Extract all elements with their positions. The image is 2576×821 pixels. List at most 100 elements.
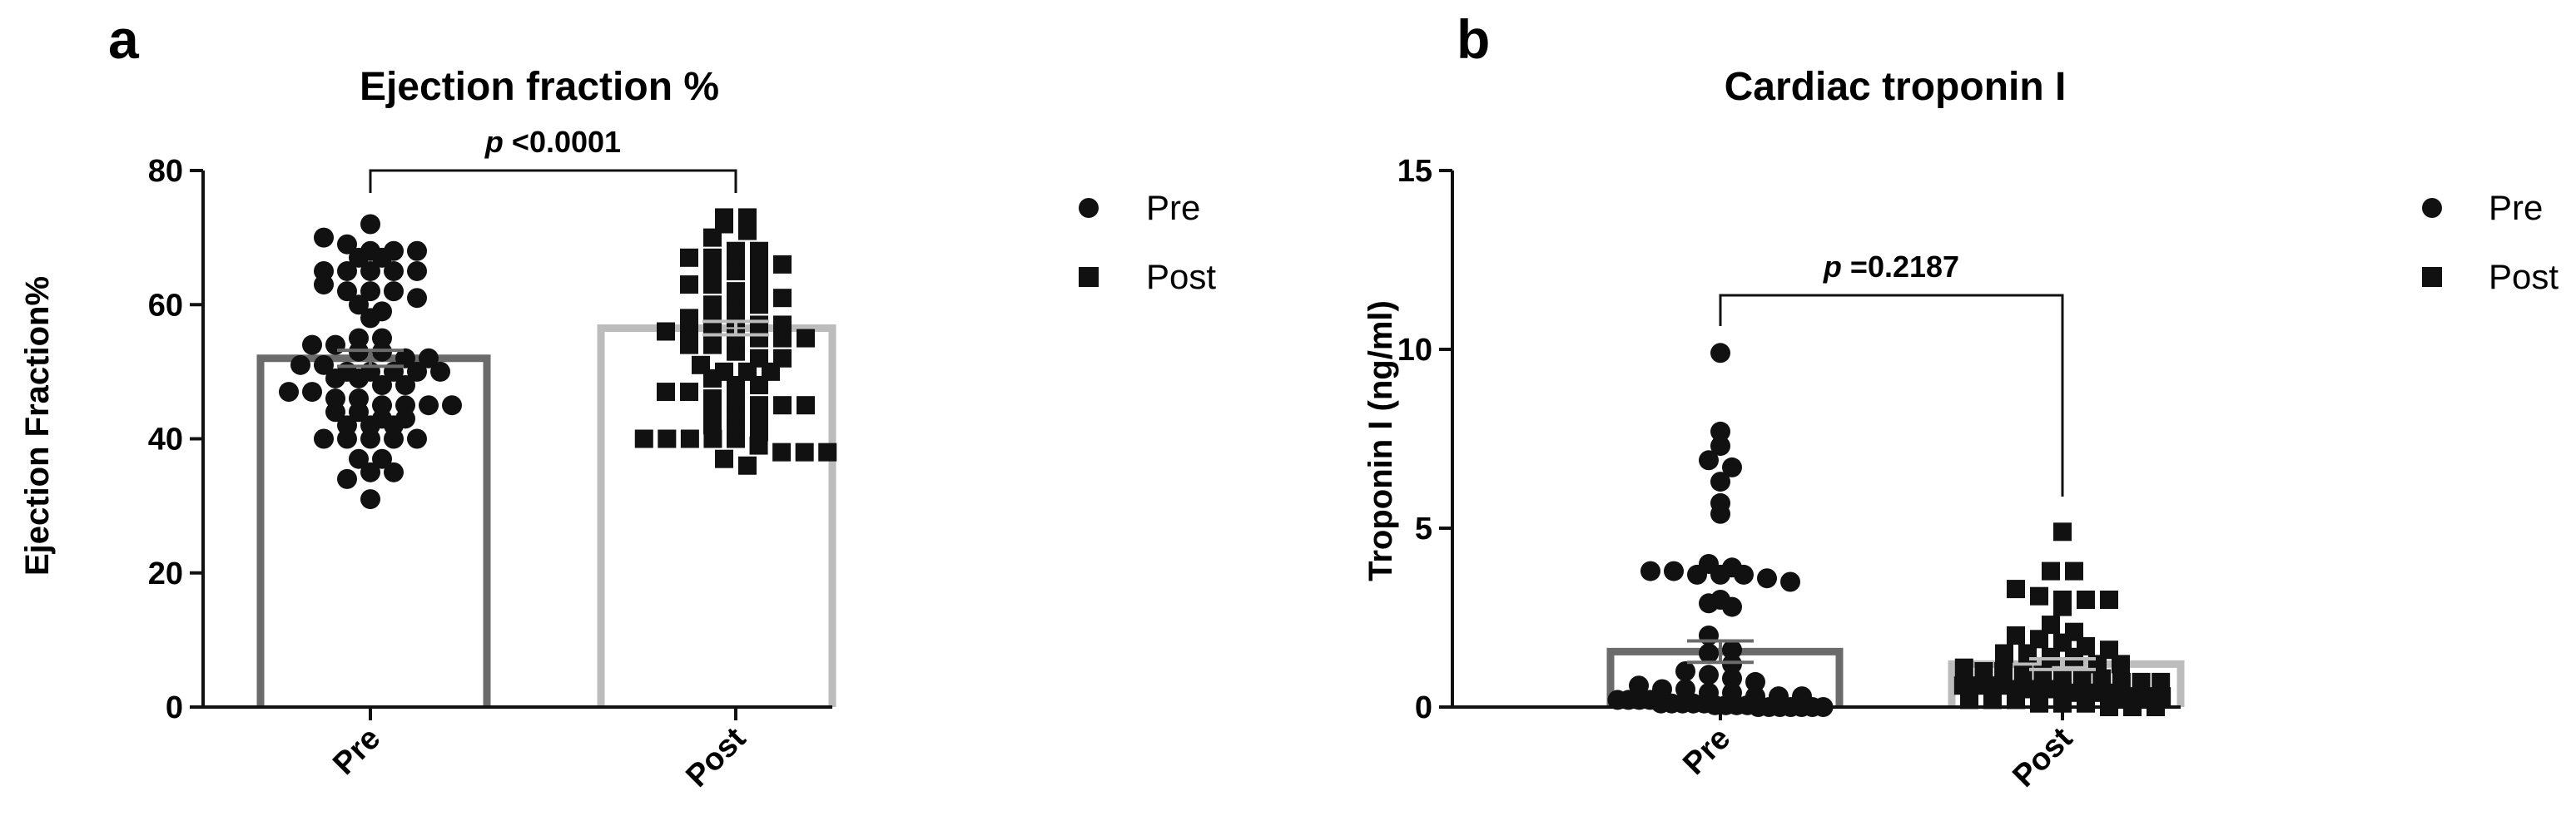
point-pre-b (1769, 686, 1789, 707)
point-pre-a (337, 468, 357, 489)
point-pre-a (384, 281, 404, 302)
panel-letter-a: a (108, 8, 140, 70)
y-axis-title-a: Ejection Fraction% (19, 276, 56, 576)
point-post-b (1994, 662, 2013, 680)
point-post-a (680, 309, 698, 328)
point-pre-a (407, 288, 427, 309)
point-pre-a (349, 448, 369, 469)
point-pre-a (337, 234, 357, 255)
point-post-a (773, 289, 792, 308)
point-pre-b (1652, 679, 1672, 700)
point-post-b (2152, 687, 2171, 706)
significance-bracket-b (1719, 294, 2064, 497)
point-pre-a (314, 354, 334, 375)
point-post-b (2013, 665, 2033, 685)
y-tick-label-a: 80 (148, 154, 183, 189)
point-pre-a (302, 334, 322, 355)
point-pre-a (395, 348, 415, 368)
chart-title-b: Cardiac troponin I (1725, 65, 2067, 109)
point-post-a (773, 396, 792, 415)
point-post-b (2132, 672, 2151, 691)
point-pre-a (360, 240, 380, 261)
point-pre-a (314, 227, 334, 248)
point-post-a (680, 429, 699, 448)
point-post-a (715, 208, 733, 227)
legend-label-post-b: Post (2489, 257, 2559, 296)
point-pre-b (1792, 686, 1812, 707)
point-post-b (2072, 669, 2092, 688)
point-pre-a (360, 462, 380, 482)
point-post-a (703, 248, 722, 267)
x-tick-label-pre-a: Pre (326, 721, 387, 782)
point-pre-b (1640, 561, 1660, 581)
point-pre-a (372, 395, 392, 416)
point-pre-b (1699, 643, 1719, 664)
point-pre-a (325, 388, 345, 409)
point-pre-b (1757, 568, 1777, 589)
point-pre-a (337, 281, 357, 302)
p-value-b: p =0.2187 (1823, 250, 1959, 284)
point-post-a (657, 383, 675, 402)
point-pre-a (384, 260, 404, 281)
point-pre-b (1629, 675, 1649, 696)
point-post-a (657, 322, 675, 341)
point-pre-a (290, 354, 310, 375)
panel-letter-b: b (1457, 8, 1490, 70)
point-post-a (715, 362, 733, 381)
point-post-a (750, 241, 768, 260)
point-post-b (1954, 658, 1973, 677)
legend-marker-post-a (1079, 267, 1099, 287)
legend-label-post-a: Post (1146, 257, 1216, 296)
plot-area-a: 0 20 40 60 80 Pre Post p <0.0001 (148, 125, 837, 794)
point-pre-b (1710, 343, 1730, 364)
point-post-b (2053, 591, 2072, 609)
panel-b: b Cardiac troponin I Troponin I (ng/ml) … (1362, 8, 2559, 794)
point-post-b (1983, 690, 2002, 710)
point-post-b (2112, 655, 2130, 674)
y-tick-label-b: 15 (1397, 154, 1432, 189)
point-pre-b (1722, 682, 1742, 703)
point-pre-a (349, 388, 369, 409)
y-tick-label-b: 10 (1397, 333, 1432, 368)
point-post-b (2077, 591, 2095, 609)
point-pre-a (442, 395, 462, 416)
legend-label-pre-b: Pre (2489, 188, 2543, 227)
point-post-a (703, 295, 722, 314)
y-tick-label-a: 40 (148, 423, 183, 457)
point-post-b (2116, 687, 2135, 706)
point-pre-b (1710, 590, 1730, 610)
legend-label-pre-a: Pre (1146, 188, 1200, 227)
point-post-a (715, 449, 733, 468)
point-post-b (2065, 561, 2083, 581)
point-post-b (2100, 591, 2118, 609)
legend-a: Pre Post (1079, 188, 1216, 296)
x-tick-label-pre-b: Pre (1676, 721, 1737, 782)
point-pre-a (384, 240, 404, 261)
point-post-a (727, 282, 745, 301)
bar-pre-a (256, 354, 491, 707)
point-post-b (2092, 669, 2112, 688)
point-post-a (772, 443, 792, 462)
point-pre-a (360, 489, 380, 510)
point-pre-a (337, 260, 357, 281)
point-pre-b (1710, 436, 1730, 457)
point-post-a (773, 349, 792, 368)
point-post-b (1960, 690, 1978, 710)
point-pre-a (372, 375, 392, 395)
point-pre-b (1699, 682, 1719, 703)
point-pre-a (349, 294, 369, 315)
point-pre-a (372, 328, 392, 349)
chart-title-a: Ejection fraction % (360, 65, 719, 109)
point-pre-b (1780, 571, 1800, 592)
point-pre-b (1722, 668, 1742, 689)
point-post-a (680, 383, 698, 402)
point-pre-b (1675, 661, 1695, 681)
legend-b: Pre Post (2422, 188, 2559, 296)
point-pre-b (1745, 671, 1765, 692)
point-post-b (2042, 561, 2060, 581)
point-pre-b (1699, 665, 1719, 685)
y-tick-label-a: 60 (148, 288, 183, 323)
p-value-a: p <0.0001 (484, 125, 621, 159)
legend-marker-post-b (2422, 267, 2442, 287)
legend-marker-pre-a (1079, 198, 1099, 218)
